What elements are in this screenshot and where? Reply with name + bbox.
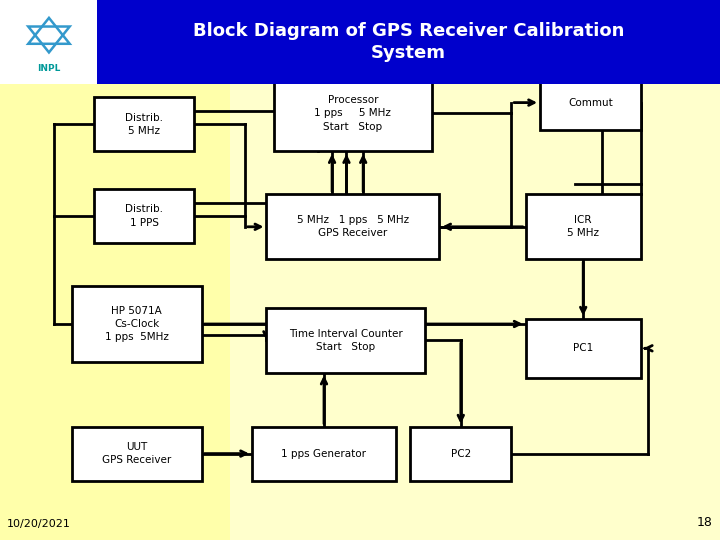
Bar	[72, 286, 202, 362]
Text: 1 pps Generator: 1 pps Generator	[282, 449, 366, 458]
Text: Distrib.
5 MHz: Distrib. 5 MHz	[125, 113, 163, 136]
Bar	[72, 427, 202, 481]
Bar	[410, 427, 511, 481]
Text: Distrib.
1 PPS: Distrib. 1 PPS	[125, 205, 163, 227]
Bar	[0, 84, 230, 540]
Text: 5 MHz   1 pps   5 MHz
GPS Receiver: 5 MHz 1 pps 5 MHz GPS Receiver	[297, 215, 409, 238]
Bar	[252, 427, 396, 481]
Bar	[97, 0, 720, 84]
Text: Commut: Commut	[568, 98, 613, 107]
Text: PC1: PC1	[573, 343, 593, 353]
Text: Block Diagram of GPS Receiver Calibration
System: Block Diagram of GPS Receiver Calibratio…	[193, 22, 624, 62]
Text: INPL: INPL	[37, 64, 60, 73]
Bar	[274, 76, 432, 151]
Text: PC2: PC2	[451, 449, 471, 458]
Bar	[526, 319, 641, 378]
Bar	[526, 194, 641, 259]
Bar	[266, 194, 439, 259]
Bar	[94, 189, 194, 243]
Text: UUT
GPS Receiver: UUT GPS Receiver	[102, 442, 171, 465]
Text: Processor
1 pps     5 MHz
Start   Stop: Processor 1 pps 5 MHz Start Stop	[315, 95, 391, 132]
Bar	[0, 0, 97, 84]
Bar	[540, 76, 641, 130]
Bar	[266, 308, 425, 373]
Text: ICR
5 MHz: ICR 5 MHz	[567, 215, 599, 238]
Text: 18: 18	[697, 516, 713, 529]
Text: HP 5071A
Cs-Clock
1 pps  5MHz: HP 5071A Cs-Clock 1 pps 5MHz	[105, 306, 168, 342]
Bar	[94, 97, 194, 151]
Text: 10/20/2021: 10/20/2021	[7, 519, 71, 529]
Text: Time Interval Counter
Start   Stop: Time Interval Counter Start Stop	[289, 329, 402, 352]
